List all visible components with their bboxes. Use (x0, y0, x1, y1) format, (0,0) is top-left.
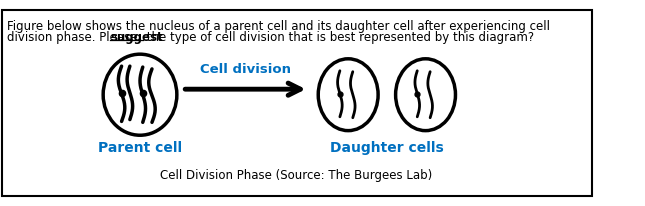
Text: Cell division: Cell division (200, 63, 291, 76)
Text: Parent cell: Parent cell (98, 141, 182, 155)
Text: suggest: suggest (110, 31, 163, 44)
Ellipse shape (395, 59, 455, 131)
Text: the type of cell division that is best represented by this diagram?: the type of cell division that is best r… (143, 31, 534, 44)
Ellipse shape (103, 54, 177, 135)
Ellipse shape (318, 59, 378, 131)
Text: Figure below shows the nucleus of a parent cell and its daughter cell after expe: Figure below shows the nucleus of a pare… (7, 20, 550, 33)
FancyBboxPatch shape (2, 10, 592, 196)
Text: division phase. Please: division phase. Please (7, 31, 142, 44)
Text: Daughter cells: Daughter cells (330, 141, 444, 155)
Text: Cell Division Phase (Source: The Burgees Lab): Cell Division Phase (Source: The Burgees… (161, 169, 433, 182)
